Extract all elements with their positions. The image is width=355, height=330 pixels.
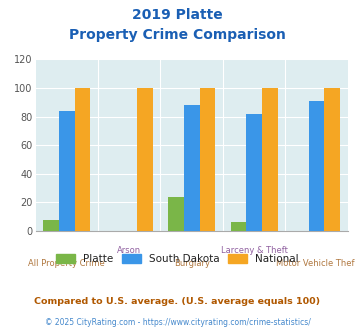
Bar (246, 114, 262, 231)
Text: © 2025 CityRating.com - https://www.cityrating.com/crime-statistics/: © 2025 CityRating.com - https://www.city… (45, 318, 310, 327)
Bar (184, 105, 200, 231)
Text: Compared to U.S. average. (U.S. average equals 100): Compared to U.S. average. (U.S. average … (34, 297, 321, 306)
Bar (231, 222, 246, 231)
Legend: Platte, South Dakota, National: Platte, South Dakota, National (53, 251, 302, 267)
Text: Larceny & Theft: Larceny & Theft (221, 246, 288, 255)
Bar (309, 101, 324, 231)
Bar (262, 88, 278, 231)
Bar (75, 88, 90, 231)
Bar (200, 88, 215, 231)
Bar (324, 88, 340, 231)
Text: Burglary: Burglary (174, 259, 210, 268)
Text: All Property Crime: All Property Crime (28, 259, 105, 268)
Bar (168, 197, 184, 231)
Text: Motor Vehicle Theft: Motor Vehicle Theft (276, 259, 355, 268)
Bar (43, 219, 59, 231)
Text: 2019 Platte: 2019 Platte (132, 8, 223, 22)
Text: Arson: Arson (117, 246, 141, 255)
Bar (137, 88, 153, 231)
Bar (59, 111, 75, 231)
Text: Property Crime Comparison: Property Crime Comparison (69, 28, 286, 42)
